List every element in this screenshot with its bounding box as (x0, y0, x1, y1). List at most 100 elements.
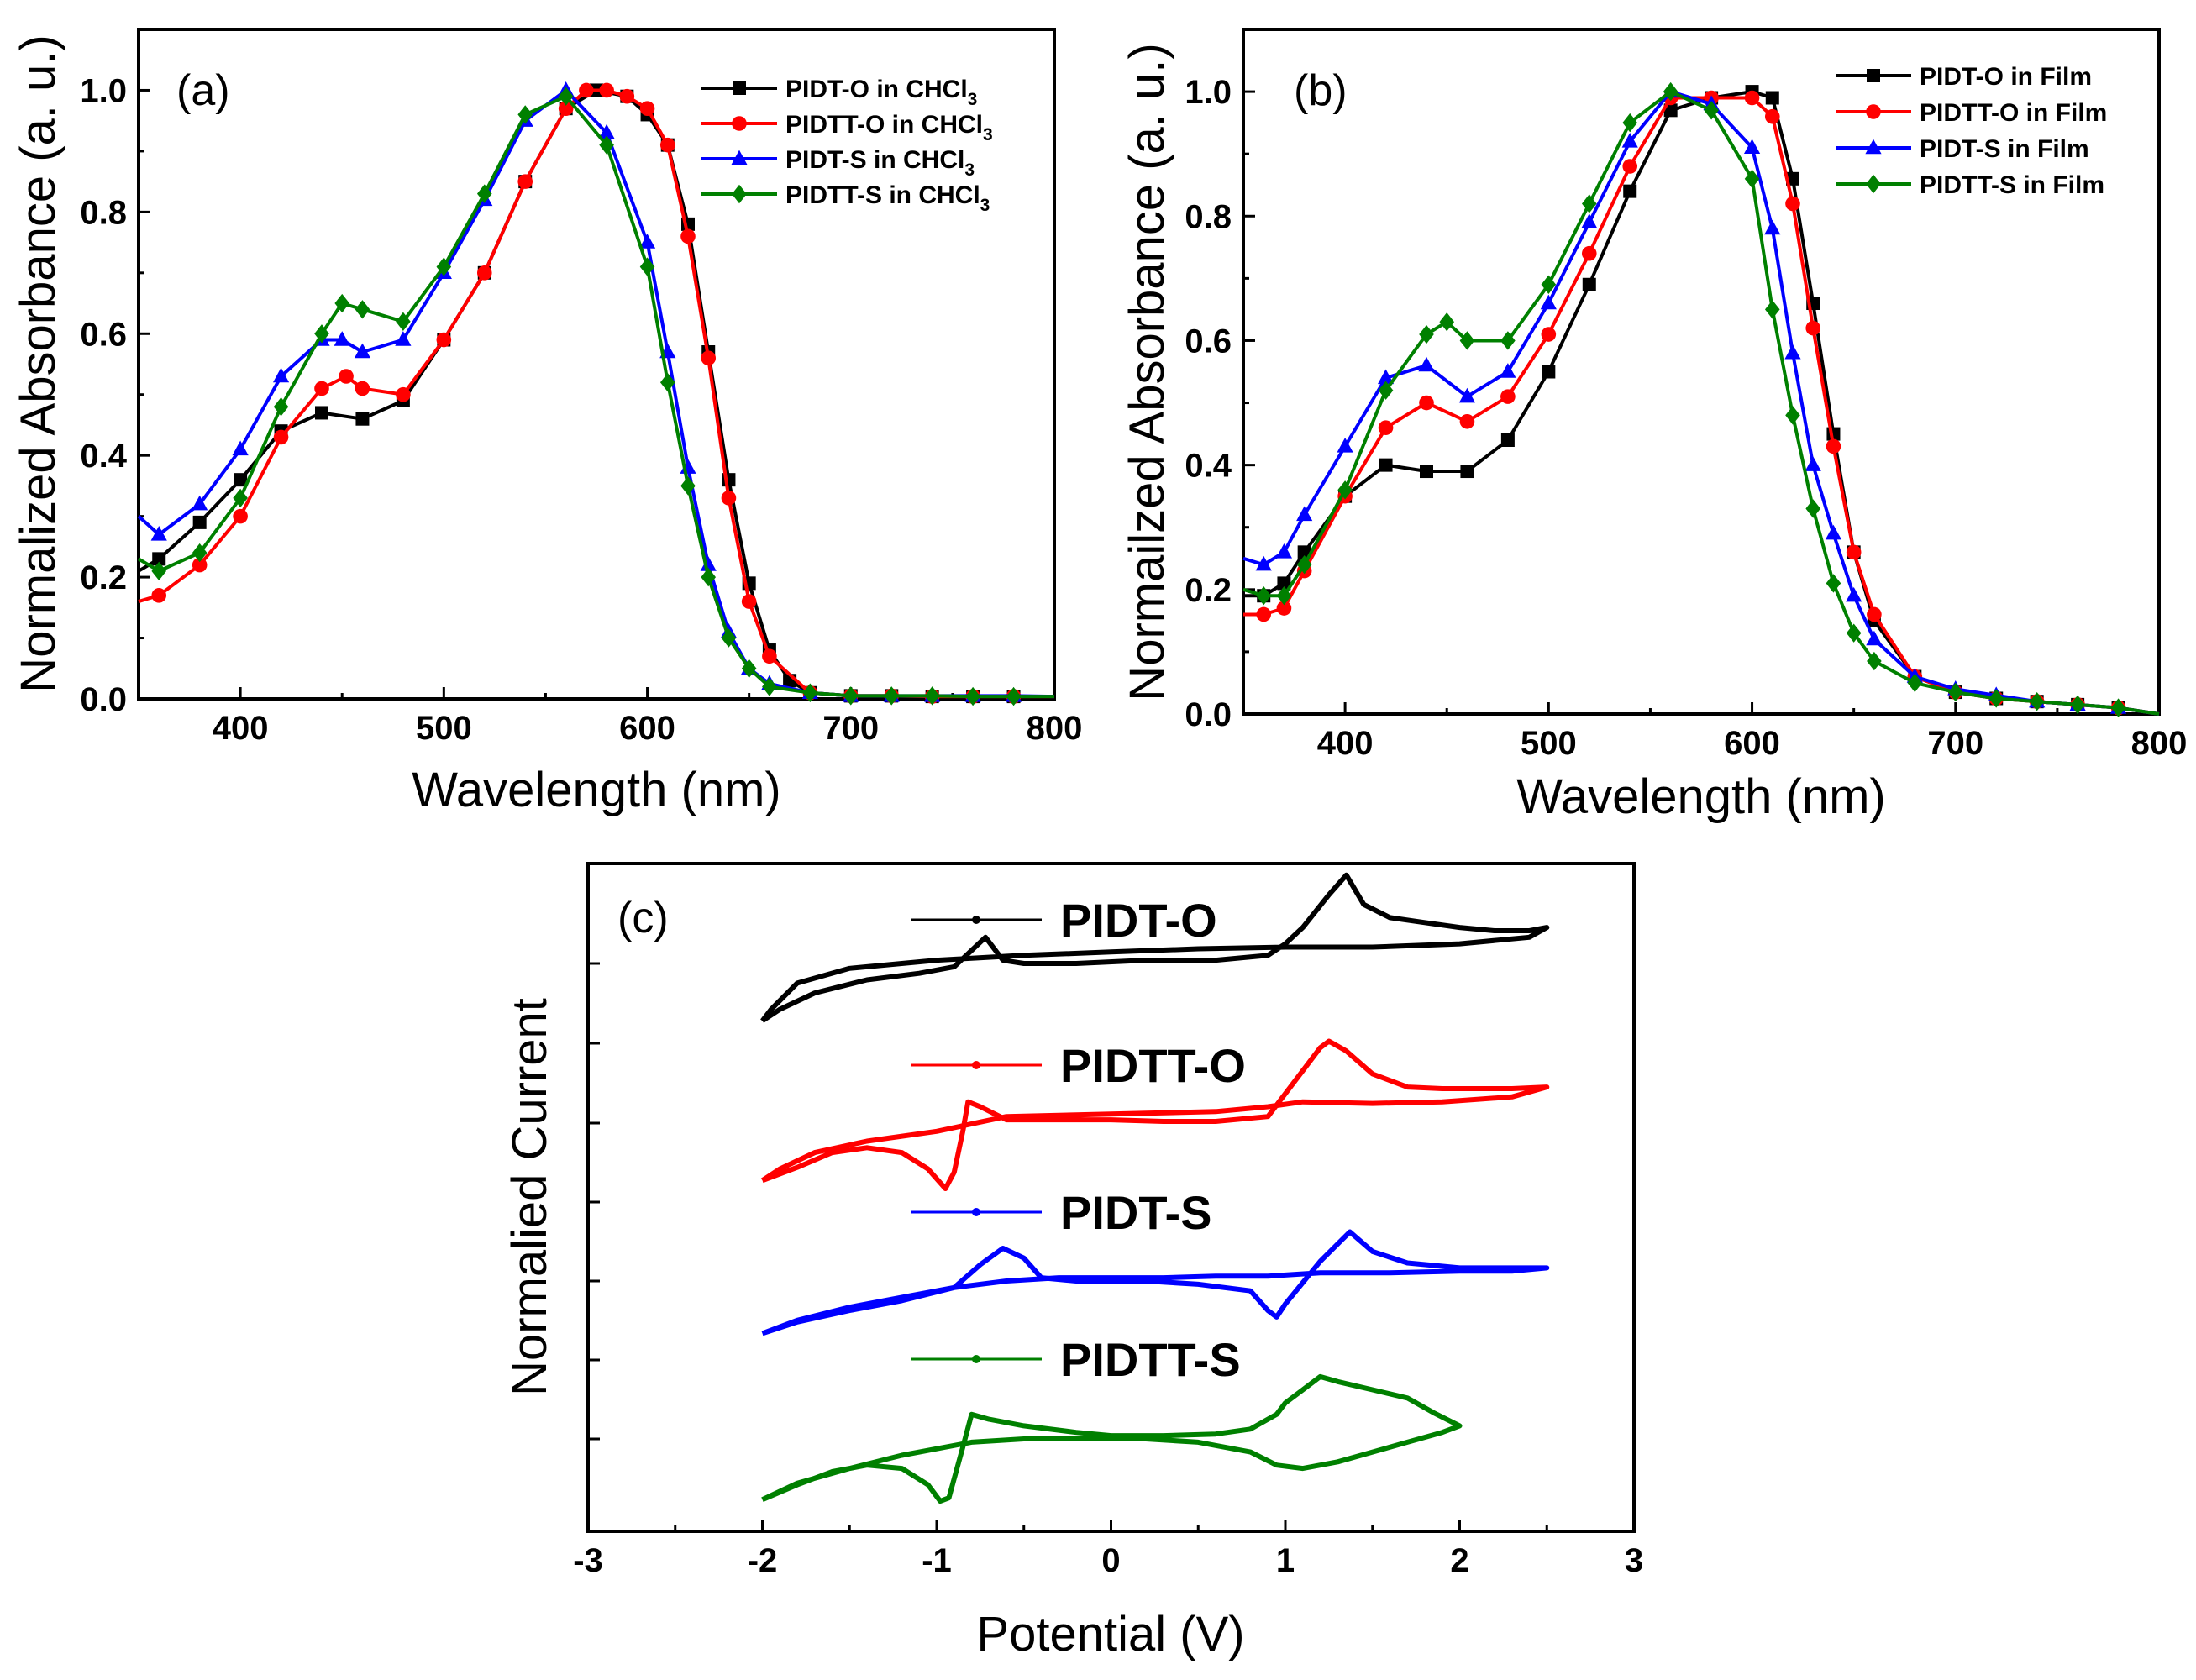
panel-c-legend-item-pidtt-o: PIDTT-O (911, 1039, 1246, 1092)
panel-a-point-pidt-o-in-chcl3 (152, 552, 166, 566)
panel-b-point-pidtt-s-in-film (1541, 275, 1557, 294)
panel-c-legend-item-pidt-o: PIDT-O (911, 894, 1217, 947)
panel-b-point-pidt-s-in-film (1784, 344, 1801, 360)
panel-b-point-pidtt-s-in-film (1744, 169, 1760, 189)
panel-b-point-pidt-s-in-film (1458, 387, 1476, 403)
panel-c-xtick-label: -2 (748, 1542, 778, 1579)
panel-b-point-pidtt-s-in-film (1256, 586, 1272, 606)
panel-a-ytick-label: 0.6 (80, 316, 127, 353)
panel-b-point-pidt-s-in-film (1743, 139, 1761, 154)
panel-c-legend-label: PIDTT-O (1060, 1039, 1246, 1092)
panel-a-point-pidtt-s-in-chcl3 (436, 257, 452, 276)
panel-b-point-pidtt-o-in-film (1764, 108, 1780, 124)
panel-a-xtick-label: 500 (416, 710, 472, 747)
panel-b-ytick-label: 0.6 (1185, 323, 1232, 360)
panel-a-point-pidtt-s-in-chcl3 (965, 686, 980, 706)
panel-b-point-pidtt-s-in-film (1826, 574, 1841, 593)
panel-b-legend-marker (1865, 139, 1882, 155)
panel-a-point-pidtt-o-in-chcl3 (639, 101, 655, 116)
panel-a-point-pidtt-o-in-chcl3 (599, 82, 614, 98)
panel-b-point-pidtt-o-in-film (1276, 601, 1292, 616)
panel-c-xtick-label: -1 (922, 1542, 952, 1579)
panel-a-point-pidtt-s-in-chcl3 (558, 87, 574, 106)
panel-a-point-pidtt-o-in-chcl3 (741, 594, 757, 609)
panel-b-point-pidtt-s-in-film (1947, 682, 1963, 702)
panel-b-point-pidtt-o-in-film (1867, 606, 1882, 622)
panel-a-point-pidtt-s-in-chcl3 (476, 184, 492, 203)
panel-a-point-pidtt-s-in-chcl3 (721, 628, 737, 648)
panel-b-ytick-label: 0.2 (1185, 572, 1232, 609)
panel-a-ylabel: Normalized Absorbance (a. u.) (11, 34, 66, 692)
panel-c-ylabel: Normalied Current (502, 998, 557, 1396)
panel-b-point-pidtt-s-in-film (1846, 623, 1862, 643)
panel-b-point-pidt-o-in-film (1542, 365, 1556, 379)
panel-a-xlabel: Wavelength (nm) (412, 763, 780, 817)
panel-b-label: (b) (1294, 66, 1348, 115)
panel-b-xtick-label: 600 (1724, 725, 1780, 762)
panel-b-point-pidt-s-in-film (1866, 630, 1883, 646)
panel-a-xtick-label: 700 (822, 710, 879, 747)
panel-a-point-pidtt-o-in-chcl3 (619, 88, 635, 104)
panel-a-point-pidtt-o-in-chcl3 (192, 557, 208, 573)
panel-b-point-pidtt-s-in-film (1276, 586, 1292, 606)
panel-a-point-pidtt-o-in-chcl3 (659, 137, 675, 153)
panel-a-point-pidtt-s-in-chcl3 (517, 105, 533, 124)
panel-a-point-pidtt-o-in-chcl3 (396, 386, 411, 402)
panel-b-point-pidtt-s-in-film (1704, 101, 1719, 120)
panel-b-point-pidt-s-in-film (1846, 586, 1862, 602)
panel-b-point-pidt-o-in-film (1277, 576, 1291, 591)
panel-b-point-pidt-o-in-film (1765, 91, 1779, 105)
panel-a-point-pidtt-s-in-chcl3 (273, 397, 289, 417)
panel-c-xtick-label: 0 (1101, 1542, 1120, 1579)
panel-b-point-pidtt-s-in-film (1581, 194, 1597, 213)
panel-b-point-pidt-o-in-film (1500, 433, 1515, 447)
panel-b-legend-label: PIDT-S in Film (1920, 135, 2089, 163)
panel-c-legend-label: PIDT-S (1060, 1186, 1211, 1239)
panel-b-point-pidt-o-in-film (1623, 184, 1637, 198)
panel-a-point-pidtt-s-in-chcl3 (334, 293, 350, 313)
panel-b-point-pidt-s-in-film (1255, 555, 1272, 571)
panel-c-legend-item-pidt-s: PIDT-S (911, 1186, 1211, 1239)
panel-a-point-pidtt-o-in-chcl3 (517, 174, 533, 189)
panel-a-point-pidtt-s-in-chcl3 (1006, 686, 1022, 706)
panel-b-legend-label: PIDTT-O in Film (1920, 99, 2107, 127)
panel-b-point-pidtt-o-in-film (1785, 196, 1800, 212)
panel-b-point-pidtt-s-in-film (1785, 406, 1800, 425)
panel-a-frame (137, 28, 1056, 701)
panel-c-legend-label: PIDT-O (1060, 894, 1217, 947)
panel-b-legend-marker (1867, 69, 1880, 82)
panel-a-line-pidtt-s-in-chcl3 (137, 94, 1054, 699)
panel-a-point-pidtt-s-in-chcl3 (355, 300, 370, 319)
panel-c-legend-marker (972, 1208, 980, 1216)
panel-a-point-pidtt-s-in-chcl3 (659, 373, 675, 392)
panel-c-label: (c) (617, 894, 669, 942)
panel-b-point-pidtt-s-in-film (1337, 480, 1353, 500)
panel-a-label: (a) (176, 66, 230, 115)
panel-b-point-pidt-s-in-film (1825, 524, 1842, 540)
panel-c-legend-marker (972, 1355, 980, 1363)
panel-c: (c) Potential (V) Normalied Current -3 -2… (502, 862, 1643, 1662)
panel-a-xtick-label: 800 (1027, 710, 1083, 747)
panel-c-curve-pidt-o (760, 872, 1550, 1023)
panel-a-point-pidt-o-in-chcl3 (315, 406, 328, 420)
panel-c-xtick-label: -3 (573, 1542, 603, 1579)
panel-a-point-pidtt-o-in-chcl3 (339, 369, 354, 384)
panel-a-point-pidtt-o-in-chcl3 (762, 648, 777, 664)
panel-b-point-pidt-s-in-film (1621, 132, 1638, 148)
panel-c-frame (586, 862, 1636, 1533)
panel-c-curve-pidt-s (761, 1229, 1550, 1336)
panel-a-point-pidt-o-in-chcl3 (234, 473, 248, 487)
panel-c-series-pidt-o (760, 872, 1550, 1023)
panel-b-point-pidtt-s-in-film (1805, 499, 1821, 518)
panel-b-xtick-label: 800 (2131, 725, 2188, 762)
panel-b-point-pidt-o-in-film (1663, 103, 1678, 118)
panel-a-point-pidtt-s-in-chcl3 (314, 324, 329, 344)
panel-c-legend-marker (972, 916, 980, 924)
panel-a-point-pidt-s-in-chcl3 (334, 331, 350, 346)
panel-b-xlabel: Wavelength (nm) (1516, 769, 1885, 824)
panel-a-point-pidtt-o-in-chcl3 (273, 429, 289, 445)
panel-b-legend-marker (1866, 174, 1881, 194)
panel-b-point-pidtt-s-in-film (1378, 381, 1394, 400)
panel-b-point-pidtt-s-in-film (1867, 651, 1882, 671)
